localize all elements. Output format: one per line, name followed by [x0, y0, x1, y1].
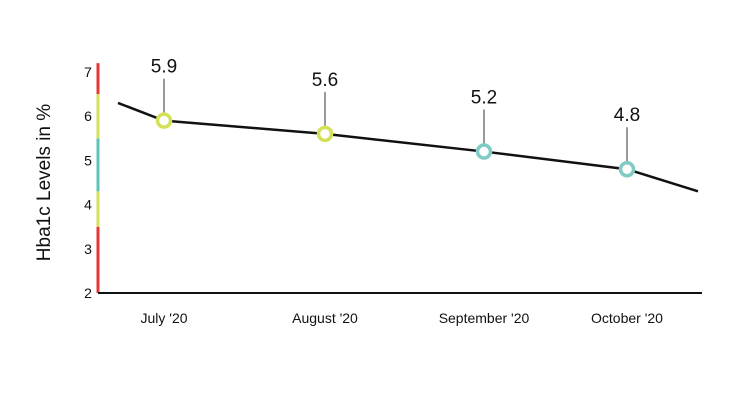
data-points: 5.9 5.6 5.2 4.8 — [151, 57, 640, 178]
data-point-marker — [618, 160, 636, 178]
x-tick-labels: July '20 August '20 September '20 October '… — [140, 310, 663, 326]
data-point-marker — [475, 143, 493, 160]
y-tick-labels: 2 3 4 5 6 7 — [84, 64, 92, 301]
y-tick-label: 7 — [84, 64, 92, 80]
data-point-marker — [155, 112, 173, 129]
data-label: 5.9 — [151, 57, 177, 78]
y-axis-label: Hba1c Levels in % — [34, 104, 55, 261]
x-tick-label: October '20 — [591, 310, 663, 326]
y-tick-label: 4 — [84, 197, 92, 213]
x-tick-label: July '20 — [140, 310, 187, 326]
data-point-marker — [316, 125, 334, 143]
data-label: 5.2 — [471, 88, 497, 109]
data-label: 5.6 — [312, 70, 338, 91]
y-tick-label: 5 — [84, 152, 92, 168]
trend-line — [117, 101, 699, 193]
data-label: 4.8 — [614, 105, 640, 126]
y-tick-label: 6 — [84, 108, 92, 124]
x-tick-label: September '20 — [439, 310, 530, 326]
x-tick-label: August '20 — [292, 310, 358, 326]
y-tick-label: 3 — [84, 241, 92, 257]
y-tick-label: 2 — [84, 285, 92, 301]
